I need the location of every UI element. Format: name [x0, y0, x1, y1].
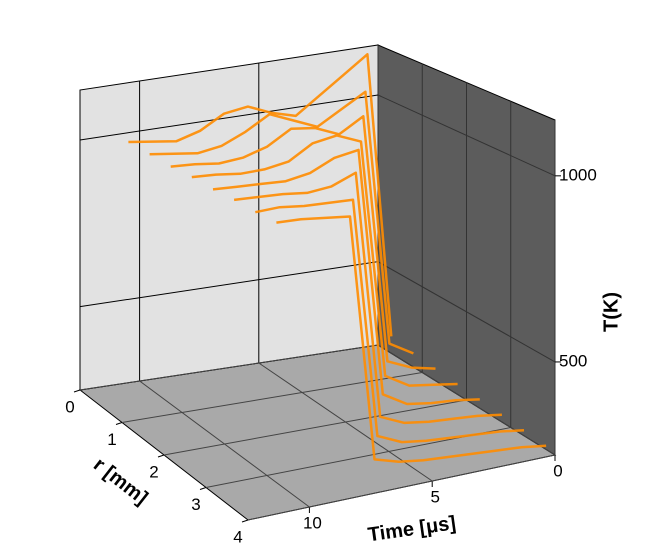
grid-line [79, 261, 379, 308]
temperature-line [212, 148, 480, 406]
y-tick-label: 3 [191, 495, 200, 514]
tick-mark [73, 389, 81, 393]
tick-mark [199, 487, 207, 490]
temperature-line [255, 198, 525, 444]
grid-line [377, 94, 556, 177]
y-axis-title: r [mm] [89, 454, 152, 510]
lines [128, 53, 547, 463]
temperature-line [233, 171, 502, 425]
temperature-line [170, 115, 436, 370]
grid-line [377, 261, 556, 363]
grid-line [79, 94, 379, 141]
y-tick-label: 4 [233, 527, 242, 546]
tick-mark [157, 454, 165, 458]
y-tick-label: 1 [107, 430, 116, 449]
walls [78, 44, 557, 521]
tick-mark [241, 519, 249, 523]
tick-mark [115, 422, 123, 425]
temperature-line [276, 215, 547, 463]
x-tick-label: 10 [303, 513, 322, 532]
z-tick-label: 1000 [559, 165, 597, 184]
y-tick-label: 2 [149, 462, 158, 481]
x-tick-label: 5 [430, 487, 439, 506]
x-tick-label: 0 [553, 461, 562, 480]
temperature-line [191, 134, 458, 387]
z-axis-title: T(K) [600, 292, 622, 332]
temperature-line [149, 90, 414, 355]
grid-line [79, 344, 379, 391]
temperature-line [128, 53, 393, 337]
x-axis-title: Time [μs] [367, 512, 458, 546]
z-tick-label: 500 [559, 351, 587, 370]
grid-line [163, 399, 467, 456]
grid-line [247, 454, 556, 521]
y-tick-label: 0 [65, 397, 74, 416]
